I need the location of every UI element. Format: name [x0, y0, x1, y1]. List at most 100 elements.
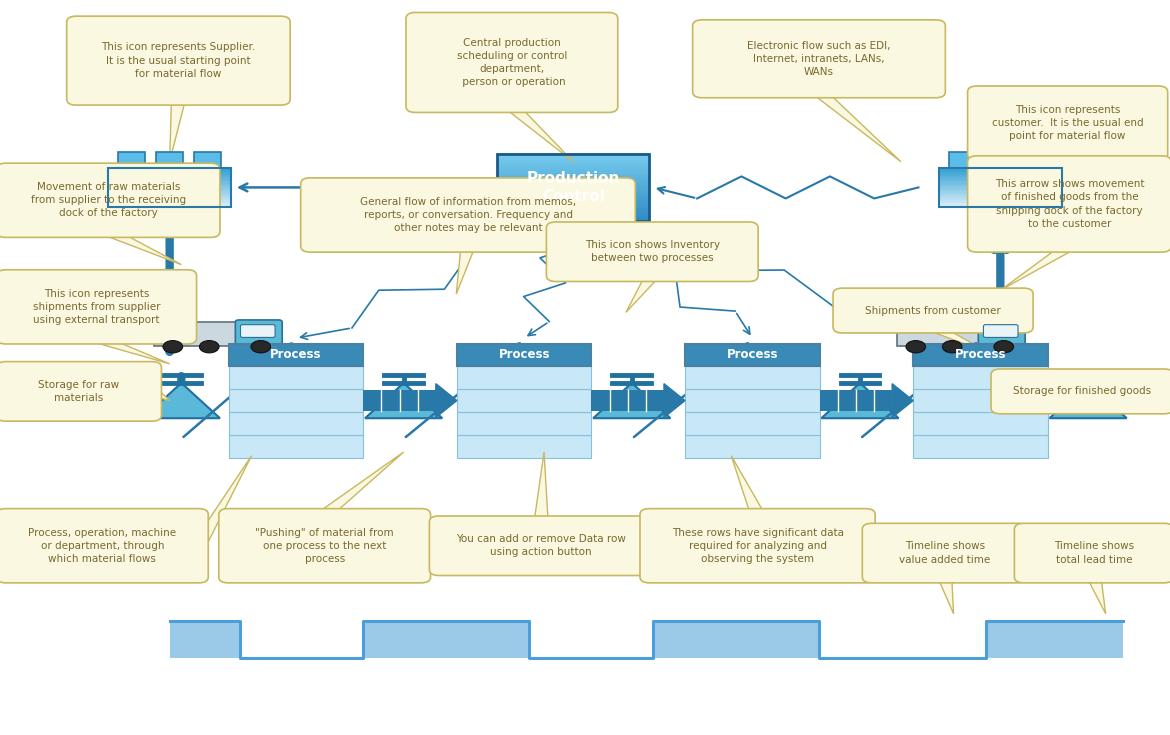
Text: Timeline shows
total lead time: Timeline shows total lead time [1054, 542, 1134, 564]
FancyBboxPatch shape [0, 270, 197, 344]
Polygon shape [365, 383, 442, 418]
FancyBboxPatch shape [108, 176, 232, 179]
FancyBboxPatch shape [497, 191, 649, 194]
FancyBboxPatch shape [497, 180, 649, 183]
FancyBboxPatch shape [938, 187, 1061, 189]
FancyBboxPatch shape [986, 621, 1123, 658]
FancyBboxPatch shape [108, 192, 232, 194]
FancyBboxPatch shape [497, 174, 649, 178]
FancyBboxPatch shape [194, 151, 221, 168]
FancyBboxPatch shape [497, 209, 649, 213]
Text: Shipments from customer: Shipments from customer [865, 306, 1002, 315]
FancyBboxPatch shape [938, 178, 1061, 180]
FancyBboxPatch shape [108, 201, 232, 203]
FancyBboxPatch shape [0, 509, 208, 583]
Text: This icon represents Supplier.
It is the usual starting point
for material flow: This icon represents Supplier. It is the… [102, 43, 255, 79]
FancyBboxPatch shape [862, 523, 1027, 583]
FancyBboxPatch shape [968, 86, 1168, 160]
Text: Storage for raw
materials: Storage for raw materials [39, 380, 119, 403]
Text: Central production
scheduling or control
department,
 person or operation: Central production scheduling or control… [456, 37, 567, 87]
FancyBboxPatch shape [108, 185, 232, 187]
Text: General flow of information from memos,
reports, or conversation. Frequency and
: General flow of information from memos, … [360, 197, 576, 233]
Polygon shape [731, 456, 764, 516]
Circle shape [252, 340, 270, 353]
FancyBboxPatch shape [938, 201, 1061, 203]
FancyBboxPatch shape [229, 389, 363, 412]
FancyBboxPatch shape [456, 344, 592, 366]
Text: Timeline shows
value added time: Timeline shows value added time [900, 542, 990, 564]
FancyBboxPatch shape [1014, 523, 1170, 583]
Text: Production
Control: Production Control [526, 171, 620, 204]
FancyBboxPatch shape [938, 200, 1061, 201]
FancyBboxPatch shape [978, 320, 1025, 346]
FancyBboxPatch shape [497, 156, 649, 159]
FancyBboxPatch shape [938, 180, 1061, 182]
FancyBboxPatch shape [938, 189, 1061, 191]
FancyBboxPatch shape [108, 173, 232, 175]
Polygon shape [94, 334, 170, 364]
FancyBboxPatch shape [497, 188, 649, 192]
FancyBboxPatch shape [913, 434, 1048, 457]
FancyBboxPatch shape [938, 196, 1061, 198]
FancyBboxPatch shape [108, 180, 232, 182]
FancyBboxPatch shape [108, 194, 232, 196]
Circle shape [199, 340, 219, 353]
FancyBboxPatch shape [108, 202, 232, 204]
FancyBboxPatch shape [938, 194, 1061, 196]
FancyBboxPatch shape [108, 190, 232, 193]
FancyBboxPatch shape [456, 412, 592, 434]
FancyBboxPatch shape [897, 322, 982, 346]
Polygon shape [435, 384, 456, 417]
FancyBboxPatch shape [497, 166, 649, 170]
Polygon shape [593, 383, 670, 418]
FancyBboxPatch shape [456, 434, 592, 457]
FancyBboxPatch shape [497, 161, 649, 165]
FancyBboxPatch shape [640, 509, 875, 583]
FancyBboxPatch shape [229, 366, 363, 389]
Polygon shape [813, 89, 901, 162]
FancyBboxPatch shape [235, 320, 282, 346]
FancyBboxPatch shape [497, 158, 649, 162]
FancyBboxPatch shape [108, 198, 232, 201]
FancyBboxPatch shape [938, 193, 1061, 195]
Polygon shape [892, 384, 913, 417]
Polygon shape [1000, 151, 1072, 191]
FancyBboxPatch shape [108, 204, 232, 206]
Polygon shape [535, 452, 548, 522]
FancyBboxPatch shape [108, 183, 232, 185]
Polygon shape [192, 456, 252, 548]
Polygon shape [319, 452, 404, 517]
Text: Process: Process [498, 348, 550, 361]
FancyBboxPatch shape [108, 196, 232, 198]
FancyBboxPatch shape [991, 369, 1170, 414]
Polygon shape [1049, 383, 1127, 418]
FancyBboxPatch shape [363, 390, 435, 411]
FancyBboxPatch shape [938, 182, 1061, 184]
Text: Process: Process [955, 348, 1006, 361]
Polygon shape [104, 228, 181, 265]
FancyBboxPatch shape [108, 197, 232, 199]
FancyBboxPatch shape [229, 434, 363, 457]
FancyBboxPatch shape [913, 412, 1048, 434]
Polygon shape [938, 576, 954, 614]
FancyBboxPatch shape [938, 179, 1061, 181]
FancyBboxPatch shape [108, 171, 232, 173]
Polygon shape [170, 98, 185, 162]
FancyBboxPatch shape [156, 151, 184, 168]
FancyBboxPatch shape [497, 204, 649, 208]
FancyBboxPatch shape [154, 322, 239, 346]
Text: Storage for finished goods: Storage for finished goods [1013, 387, 1151, 396]
Polygon shape [147, 388, 170, 401]
Polygon shape [665, 384, 686, 417]
Polygon shape [507, 104, 573, 162]
FancyBboxPatch shape [108, 205, 232, 207]
Text: This icon shows Inventory
between two processes: This icon shows Inventory between two pr… [585, 240, 720, 263]
FancyBboxPatch shape [938, 173, 1061, 175]
FancyBboxPatch shape [938, 171, 1061, 173]
Text: You can add or remove Data row
using action button: You can add or remove Data row using act… [456, 534, 626, 557]
Text: Process: Process [727, 348, 778, 361]
Text: This icon represents
customer.  It is the usual end
point for material flow: This icon represents customer. It is the… [992, 105, 1143, 141]
FancyBboxPatch shape [686, 434, 819, 457]
FancyBboxPatch shape [429, 516, 653, 576]
FancyBboxPatch shape [938, 185, 1061, 187]
